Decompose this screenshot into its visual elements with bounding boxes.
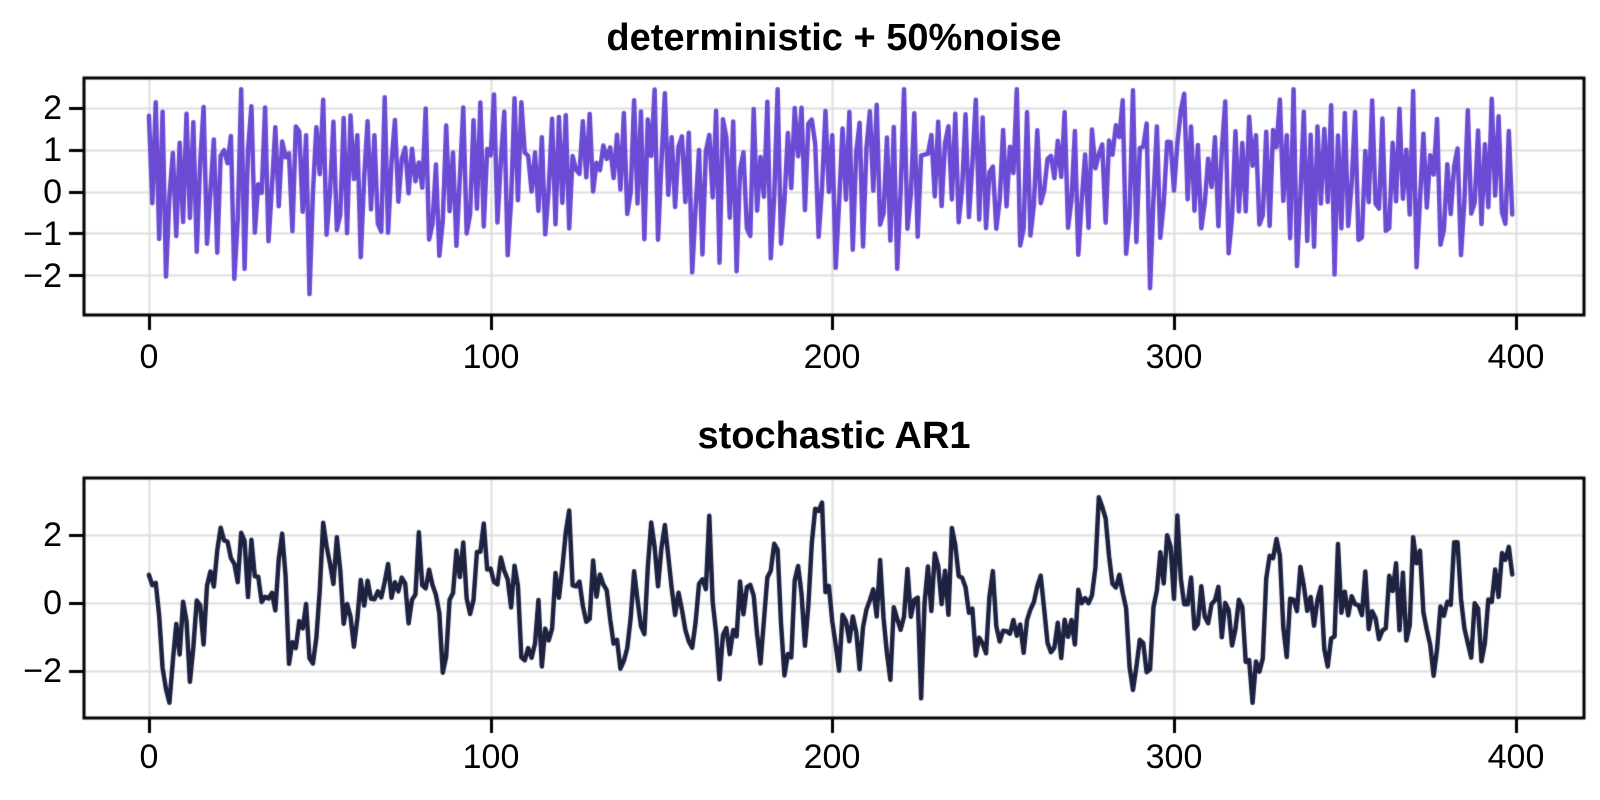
y-tick-label: −1 <box>23 215 62 253</box>
y-tick-label: 2 <box>43 89 62 127</box>
x-tick-label: 0 <box>139 338 159 376</box>
x-tick-label: 400 <box>1487 338 1545 376</box>
x-tick-label: 200 <box>803 738 861 776</box>
chart-title-stochastic-ar1: stochastic AR1 <box>697 415 971 457</box>
y-tick-label: 2 <box>43 516 62 554</box>
y-tick-label: 0 <box>43 584 62 622</box>
x-tick-label: 100 <box>462 738 520 776</box>
x-tick-label: 200 <box>803 338 861 376</box>
x-tick-label: 300 <box>1145 338 1203 376</box>
x-tick-label: 400 <box>1487 738 1545 776</box>
y-tick-label: 1 <box>43 131 62 169</box>
y-tick-label: −2 <box>23 257 62 295</box>
x-tick-label: 100 <box>462 338 520 376</box>
y-tick-label: −2 <box>23 652 62 690</box>
x-tick-label: 0 <box>139 738 159 776</box>
x-tick-label: 300 <box>1145 738 1203 776</box>
chart-title-deterministic-noise: deterministic + 50%noise <box>606 17 1062 59</box>
y-tick-label: 0 <box>43 173 62 211</box>
